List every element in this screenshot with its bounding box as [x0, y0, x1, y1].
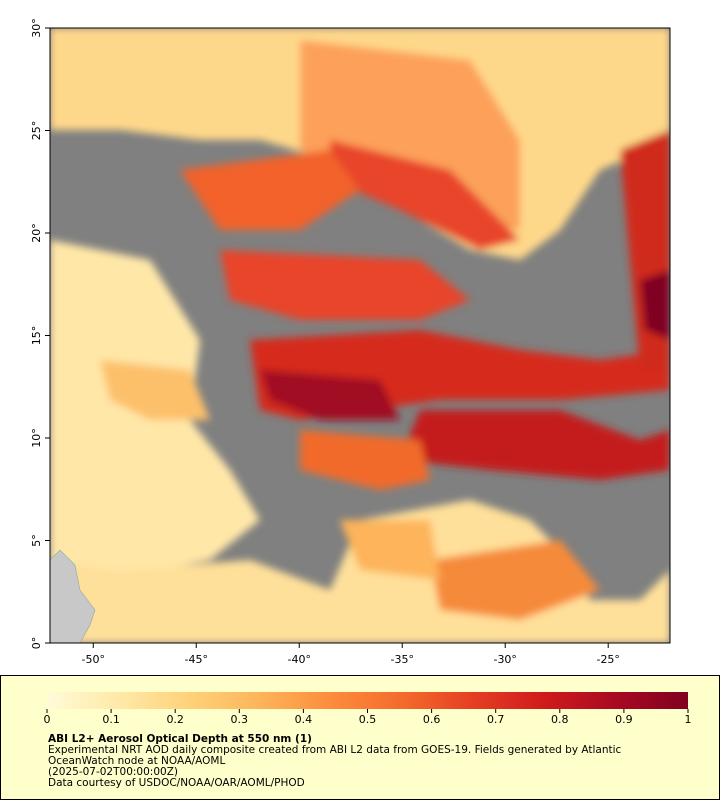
caption-line: (2025-07-02T00:00:00Z): [48, 766, 178, 778]
y-tick-label: 0°: [30, 637, 43, 650]
y-tick-label: 20°: [30, 223, 43, 243]
colorbar-tick-label: 0.3: [231, 713, 249, 726]
colorbar-tick-label: 0: [44, 713, 51, 726]
caption-title: ABI L2+ Aerosol Optical Depth at 550 nm …: [48, 733, 312, 745]
caption-line: Data courtesy of USDOC/NOAA/OAR/AOML/PHO…: [48, 777, 305, 789]
colorbar: [47, 692, 688, 709]
x-tick-label: -30°: [493, 653, 516, 666]
y-tick-label: 5°: [30, 534, 43, 547]
x-tick-label: -35°: [390, 653, 413, 666]
colorbar-tick-label: 0.8: [551, 713, 569, 726]
colorbar-tick-label: 0.6: [423, 713, 441, 726]
y-tick-label: 15°: [30, 326, 43, 346]
y-tick-label: 30°: [30, 18, 43, 38]
x-tick-label: -40°: [288, 653, 311, 666]
y-tick-label: 10°: [30, 428, 43, 448]
caption-line: OceanWatch node at NOAA/AOML: [48, 755, 225, 767]
colorbar-tick-label: 0.1: [102, 713, 120, 726]
x-tick-label: -50°: [82, 653, 105, 666]
caption-line: Experimental NRT AOD daily composite cre…: [48, 744, 622, 756]
x-tick-label: -45°: [185, 653, 208, 666]
colorbar-tick-label: 0.9: [615, 713, 633, 726]
aerosol-field: [50, 28, 670, 643]
x-tick-label: -25°: [596, 653, 619, 666]
colorbar-tick-label: 0.7: [487, 713, 505, 726]
colorbar-tick-label: 0.5: [359, 713, 377, 726]
colorbar-tick-label: 1: [685, 713, 692, 726]
colorbar-tick-label: 0.2: [166, 713, 184, 726]
colorbar-tick-label: 0.4: [295, 713, 313, 726]
y-tick-label: 25°: [30, 121, 43, 141]
